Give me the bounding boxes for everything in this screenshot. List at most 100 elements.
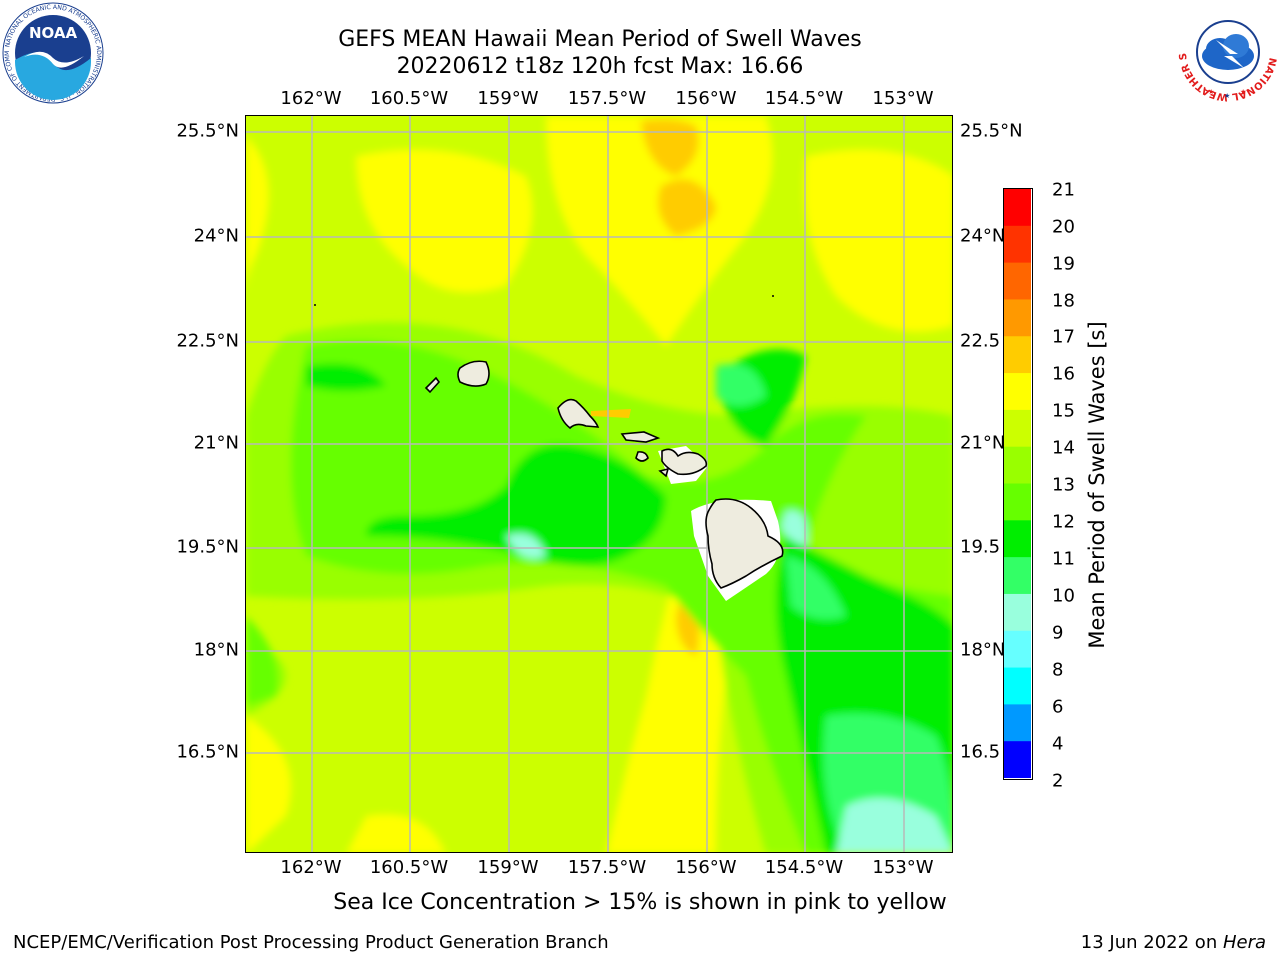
date-text: 13 Jun 2022 on <box>1080 932 1223 953</box>
colorbar-swatch <box>1004 373 1031 411</box>
svg-text:★: ★ <box>1208 88 1214 96</box>
date-stamp: 13 Jun 2022 on Hera <box>1081 932 1266 953</box>
lat-tick-left: 25.5°N <box>176 120 239 142</box>
map-subtitle: 20220612 t18z 120h fcst Max: 16.66 <box>396 54 804 79</box>
colorbar-label: 12 <box>1052 511 1075 533</box>
field-band-yellow <box>347 814 446 852</box>
lon-tick-top: 157.5°W <box>567 88 647 109</box>
lat-tick-right: 21°N <box>960 432 1006 454</box>
credit-text: NCEP/EMC/Verification Post Processing Pr… <box>13 932 609 953</box>
colorbar-swatch <box>1004 520 1031 558</box>
colorbar-swatch <box>1004 336 1031 374</box>
lat-tick-right: 19.5 <box>960 536 1001 558</box>
colorbar-label: 16 <box>1052 363 1075 385</box>
lat-tick-left: 19.5°N <box>176 536 239 558</box>
map-title: GEFS MEAN Hawaii Mean Period of Swell Wa… <box>338 27 862 52</box>
colorbar-swatch <box>1004 667 1031 705</box>
field-band-aqua <box>781 510 807 546</box>
lat-tick-left: 16.5°N <box>176 741 239 763</box>
nws-logo: NATIONAL WEATHER SERVICE ★ ★ ★ <box>1178 2 1278 102</box>
lat-tick-left: 24°N <box>193 225 239 247</box>
island-kahoolawe <box>658 467 670 478</box>
lon-tick-bottom: 162°W <box>280 857 342 878</box>
colorbar-swatch <box>1004 593 1031 632</box>
colorbar-swatch <box>1004 483 1031 521</box>
colorbar-label: 18 <box>1052 290 1075 312</box>
colorbar-label: 14 <box>1052 437 1075 459</box>
lat-tick-right: 22.5 <box>960 330 1001 352</box>
colorbar-swatch <box>1004 262 1031 300</box>
islet-dot <box>314 304 316 306</box>
lon-tick-bottom: 156°W <box>675 857 737 878</box>
lon-tick-bottom: 154.5°W <box>764 857 844 878</box>
colorbar-swatch <box>1004 704 1031 742</box>
field-band-green <box>246 616 278 706</box>
colorbar-label: 9 <box>1052 622 1064 644</box>
colorbar-swatch <box>1004 189 1031 227</box>
field-band-orange <box>591 409 631 418</box>
lat-tick-right: 25.5°N <box>960 120 1023 142</box>
colorbar-label: 20 <box>1052 216 1075 238</box>
graticule <box>246 116 952 852</box>
field-band-orange <box>658 179 716 236</box>
svg-text:★: ★ <box>1224 92 1230 100</box>
lat-tick-left: 22.5°N <box>176 330 239 352</box>
lat-tick-right: 16.5 <box>960 741 1001 763</box>
island-oahu <box>557 398 600 430</box>
lon-tick-top: 160.5°W <box>369 88 449 109</box>
colorbar-label: 17 <box>1052 326 1075 348</box>
colorbar-label: 19 <box>1052 253 1075 275</box>
colorbar-label: 21 <box>1052 179 1075 201</box>
lon-tick-top: 153°W <box>872 88 934 109</box>
colorbar-label: 11 <box>1052 548 1075 570</box>
island-hawaii <box>705 498 784 589</box>
island-niihau <box>424 376 441 394</box>
field-band-orange <box>641 119 699 176</box>
lon-tick-top: 154.5°W <box>764 88 844 109</box>
colorbar-label: 10 <box>1052 585 1075 607</box>
colorbar-swatch <box>1004 225 1031 264</box>
lat-tick-left: 18°N <box>193 639 239 661</box>
colorbar-swatch <box>1004 557 1031 595</box>
field-band-yellow <box>246 716 291 852</box>
noaa-logo-text: NOAA <box>29 24 78 42</box>
colorbar-label: 15 <box>1052 400 1075 422</box>
lon-tick-bottom: 159°W <box>477 857 539 878</box>
lon-tick-bottom: 153°W <box>872 857 934 878</box>
islet-dot <box>772 295 774 297</box>
lon-tick-bottom: 157.5°W <box>567 857 647 878</box>
coastlines <box>424 360 784 589</box>
colorbar-swatch <box>1004 446 1031 484</box>
noaa-logo: NATIONAL OCEANIC AND ATMOSPHERIC ADMINIS… <box>2 2 104 104</box>
lat-tick-right: 24°N <box>960 225 1006 247</box>
colorbar-label: 4 <box>1052 733 1064 755</box>
field-band-yellow <box>546 116 773 346</box>
swell-period-field <box>246 116 952 852</box>
machine-name: Hera <box>1222 932 1266 953</box>
colorbar-swatch <box>1004 741 1031 778</box>
field-band-aqua <box>836 797 952 852</box>
colorbar-label: 13 <box>1052 474 1075 496</box>
sea-ice-note: Sea Ice Concentration > 15% is shown in … <box>333 890 947 915</box>
colorbar-swatch <box>1004 299 1031 337</box>
island-lanai <box>635 451 649 462</box>
field-band-yellow <box>804 149 952 332</box>
field-band-brightgreen <box>306 363 386 391</box>
lat-tick-left: 21°N <box>193 432 239 454</box>
colorbar-title: Mean Period of Swell Waves [s] <box>1085 321 1109 649</box>
field-band-aqua <box>506 533 546 559</box>
island-kauai <box>457 360 490 387</box>
colorbar <box>1003 188 1033 780</box>
lon-tick-top: 156°W <box>675 88 737 109</box>
colorbar-swatch <box>1004 630 1031 669</box>
island-maui <box>661 448 708 476</box>
map-panel[interactable] <box>245 115 953 853</box>
field-band-green <box>291 340 952 852</box>
colorbar-swatches <box>1004 189 1031 778</box>
island-molokai <box>620 431 661 443</box>
lon-tick-top: 162°W <box>280 88 342 109</box>
lat-tick-right: 18°N <box>960 639 1006 661</box>
colorbar-label: 6 <box>1052 696 1064 718</box>
field-band-palegreen <box>716 364 766 406</box>
colorbar-label: 8 <box>1052 659 1064 681</box>
